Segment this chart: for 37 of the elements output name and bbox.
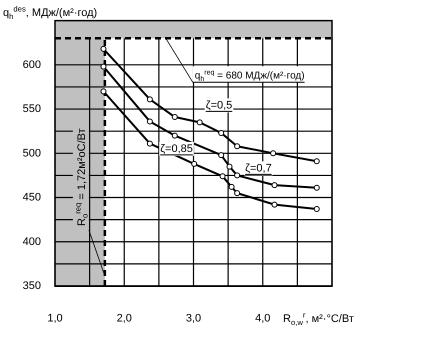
- point: [172, 132, 178, 139]
- point: [218, 130, 224, 136]
- point: [146, 118, 153, 124]
- y-tick-label: 500: [22, 147, 41, 160]
- y-tick-label: 400: [22, 236, 41, 248]
- point: [191, 160, 198, 167]
- x-tick-label: 4,0: [255, 312, 270, 325]
- point: [226, 164, 233, 170]
- point: [100, 46, 106, 52]
- point: [100, 88, 106, 94]
- y-tick-label: 450: [22, 192, 41, 204]
- series-label: ζ=0,5: [206, 99, 232, 112]
- point: [146, 140, 153, 147]
- point: [272, 182, 278, 188]
- point: [220, 173, 226, 180]
- x-tick-label: 1,0: [47, 312, 63, 325]
- x-tick-label: 3,0: [186, 312, 202, 325]
- point: [234, 143, 240, 150]
- point: [228, 184, 235, 190]
- y-tick-label: 350: [22, 280, 41, 292]
- point: [314, 158, 320, 164]
- series-label: ζ=0,7: [245, 162, 272, 174]
- point: [146, 96, 153, 102]
- point: [234, 172, 240, 178]
- point: [218, 152, 224, 158]
- point: [234, 190, 240, 196]
- series-label: ζ=0,85: [160, 142, 193, 155]
- point: [270, 150, 276, 156]
- point: [314, 184, 320, 191]
- point: [100, 64, 106, 70]
- y-tick-label: 550: [22, 103, 41, 116]
- point: [272, 202, 278, 208]
- y-tick-label: 600: [22, 58, 41, 71]
- point: [172, 114, 178, 120]
- point: [314, 206, 320, 212]
- point: [196, 119, 203, 126]
- x-tick-label: 2,0: [116, 312, 132, 325]
